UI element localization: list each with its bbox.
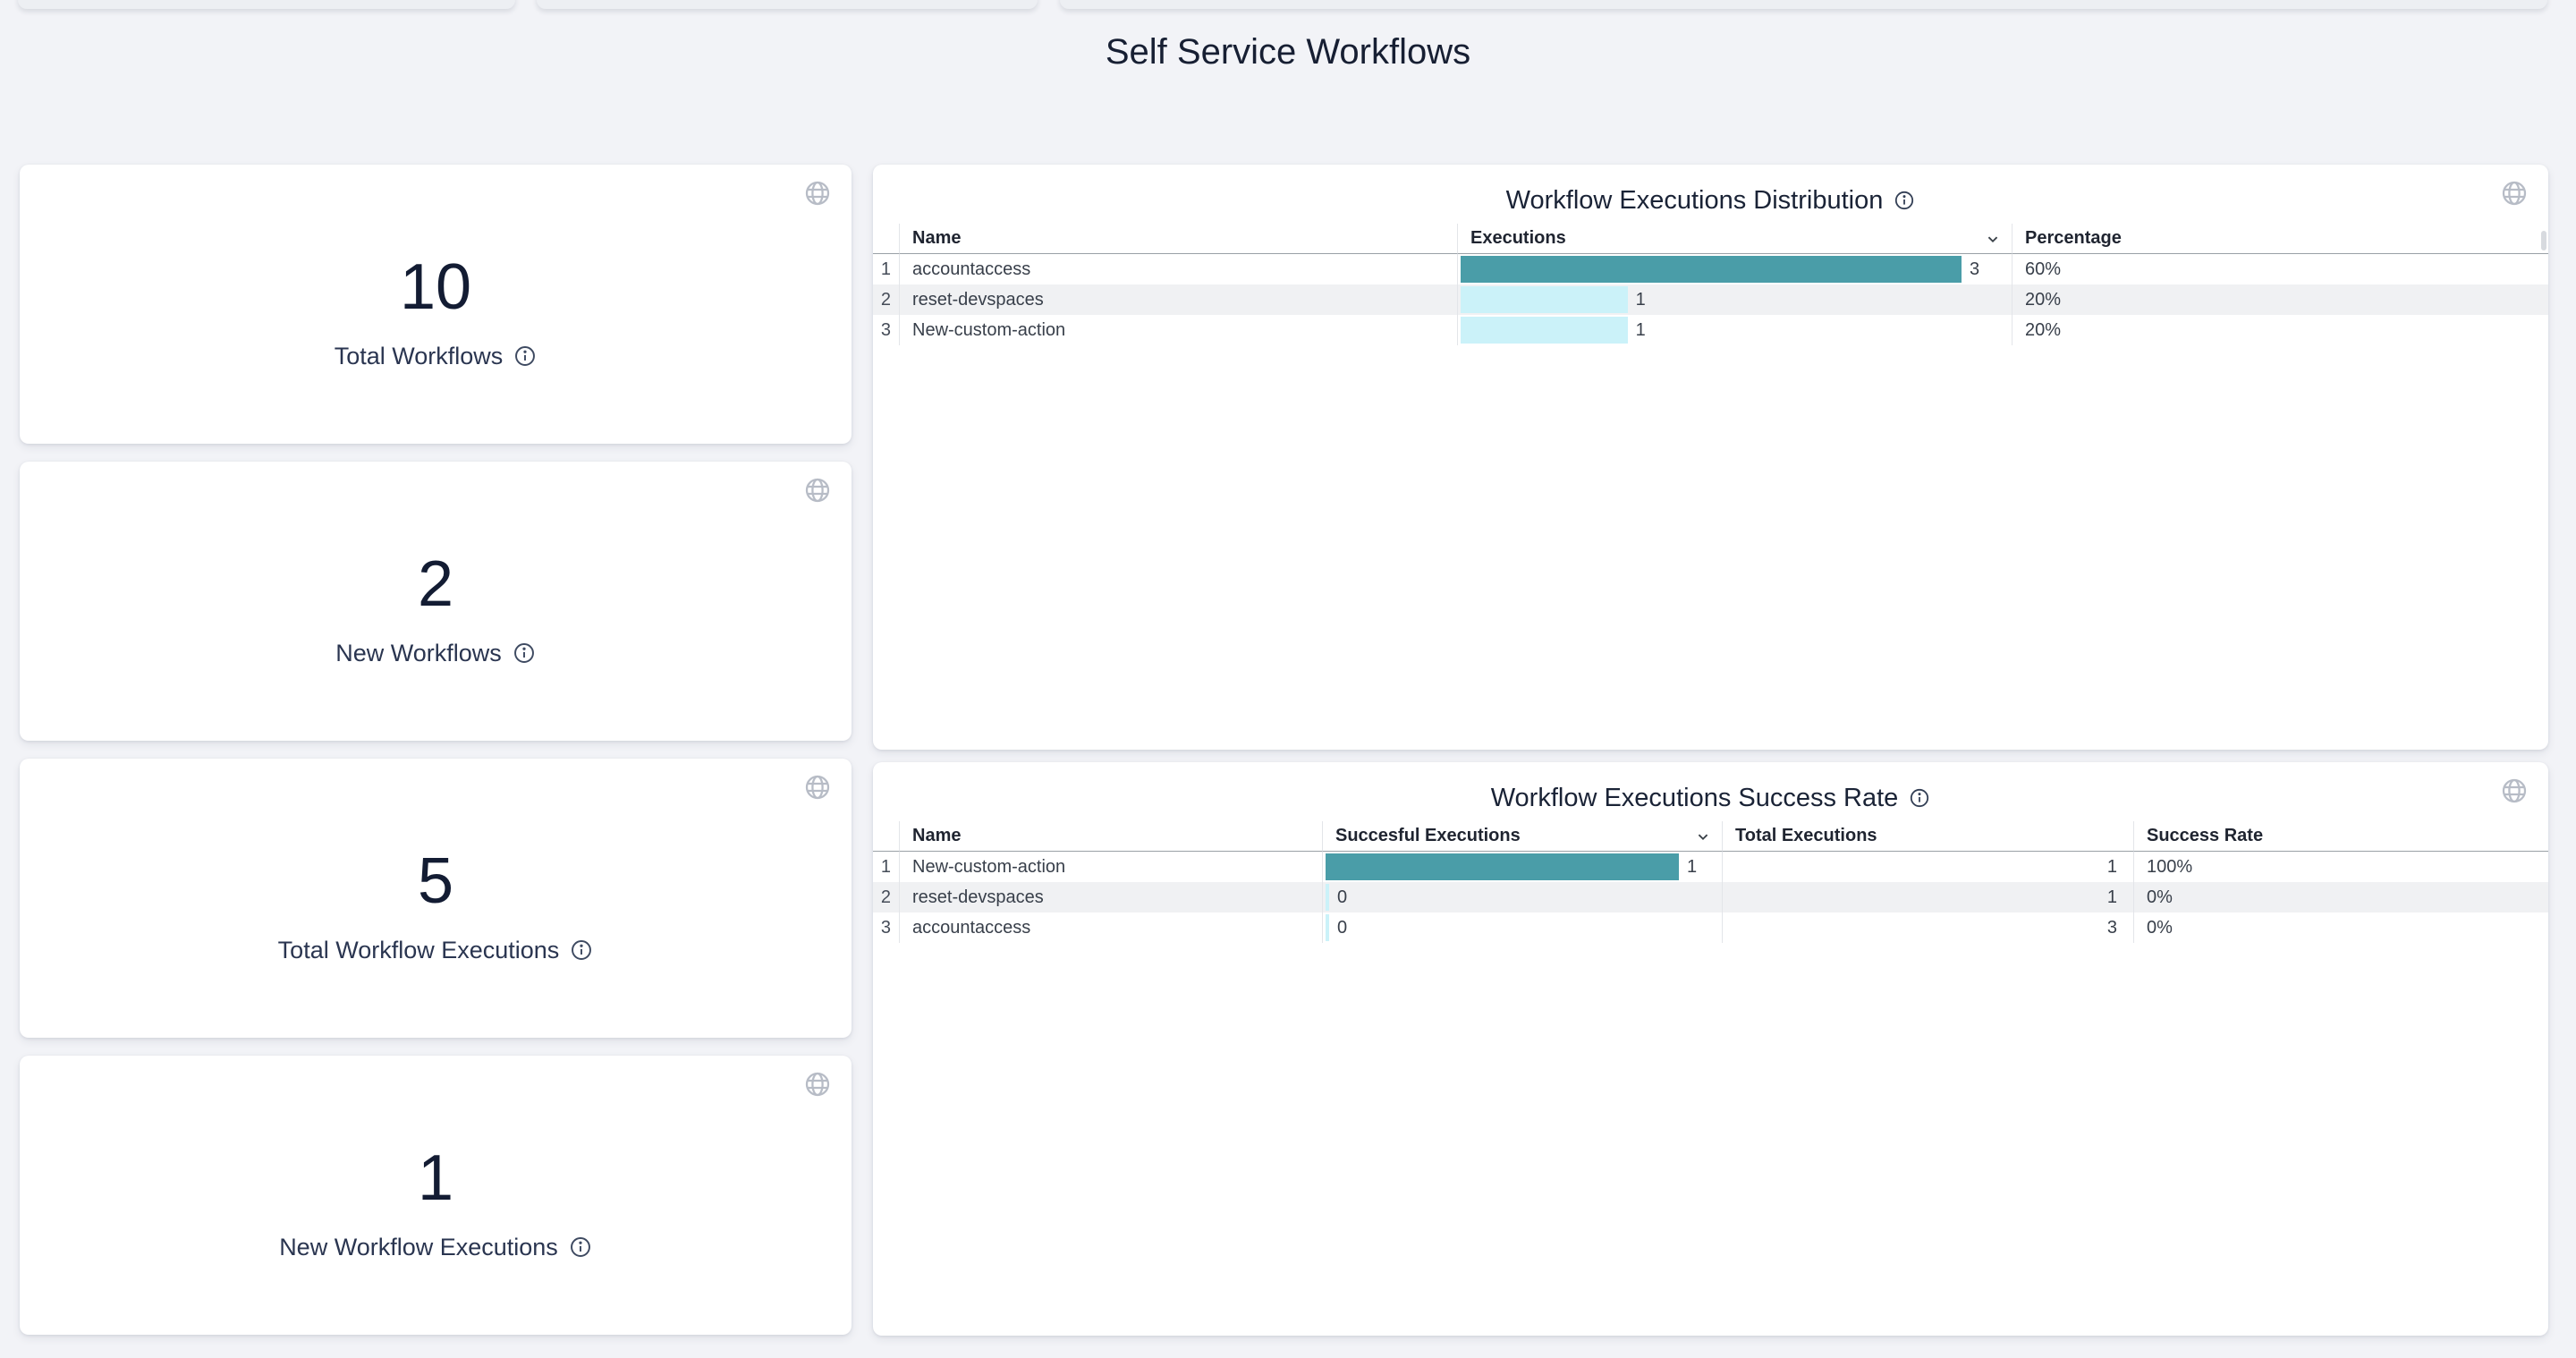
executions-bar [1461, 256, 1962, 283]
column-header-total-executions[interactable]: Total Executions [1723, 821, 2134, 852]
table-row: 1 accountaccess 3 60% [873, 254, 2548, 284]
successful-executions-value: 0 [1337, 887, 1348, 907]
table-row: 2 reset-devspaces 1 20% [873, 284, 2548, 315]
globe-icon[interactable] [803, 773, 832, 802]
successful-executions-value: 0 [1337, 917, 1348, 938]
percentage-value: 60% [2025, 259, 2062, 279]
table-row: 3 accountaccess 0 3 0% [873, 912, 2548, 943]
workflow-executions-distribution-card: Workflow Executions Distribution Name Ex… [873, 165, 2548, 750]
success-rate-value: 100% [2147, 856, 2193, 877]
percentage-value: 20% [2025, 319, 2062, 340]
total-executions-value: 1 [1723, 852, 2134, 882]
page-title: Self Service Workflows [1105, 32, 1471, 72]
success-rate-table: Name Succesful Executions Total Executio… [873, 821, 2548, 943]
stat-label: Total Workflows [334, 342, 504, 369]
executions-value: 1 [1635, 319, 1646, 340]
stat-card-total-workflow-executions: 5 Total Workflow Executions [20, 759, 852, 1038]
executions-bar [1461, 317, 1628, 344]
row-number-header [873, 224, 900, 254]
success-rate-value: 0% [2147, 887, 2173, 907]
workflow-name: New-custom-action [900, 852, 1323, 882]
executions-bar [1461, 286, 1628, 313]
success-rate-value: 0% [2147, 917, 2173, 938]
info-icon[interactable] [569, 1235, 592, 1259]
workflow-executions-success-rate-card: Workflow Executions Success Rate Name Su… [873, 762, 2548, 1336]
percentage-value: 20% [2025, 289, 2062, 310]
globe-icon[interactable] [2500, 179, 2529, 208]
table-row: 1 New-custom-action 1 1 100% [873, 852, 2548, 882]
stat-card-total-workflows: 10 Total Workflows [20, 165, 852, 444]
column-header-percentage[interactable]: Percentage [2012, 224, 2548, 254]
globe-icon[interactable] [803, 476, 832, 505]
stat-label: New Workflows [335, 639, 502, 666]
executions-value: 3 [1970, 259, 1980, 279]
total-executions-value: 3 [1723, 912, 2134, 943]
column-header-successful-executions[interactable]: Succesful Executions [1323, 821, 1723, 852]
successful-executions-bar [1326, 884, 1329, 911]
globe-icon[interactable] [2500, 777, 2529, 805]
workflow-name: accountaccess [900, 254, 1458, 284]
stat-value: 1 [417, 1142, 454, 1214]
workflow-name: New-custom-action [900, 315, 1458, 345]
executions-value: 1 [1635, 289, 1646, 310]
info-icon[interactable] [513, 641, 536, 665]
successful-executions-bar [1326, 914, 1329, 941]
column-header-name[interactable]: Name [900, 224, 1458, 254]
column-header-success-rate[interactable]: Success Rate [2134, 821, 2548, 852]
table-row: 3 New-custom-action 1 20% [873, 315, 2548, 345]
info-icon[interactable] [1894, 190, 1915, 211]
distribution-table: Name Executions Percentage 1 accountacce… [873, 224, 2548, 345]
stat-value: 2 [417, 547, 454, 620]
scrolled-card-bottom [537, 0, 1038, 9]
stat-label: Total Workflow Executions [277, 936, 560, 963]
info-icon[interactable] [1909, 787, 1930, 809]
scrolled-card-bottom [18, 0, 515, 9]
sort-desc-icon [1693, 827, 1713, 846]
workflow-name: accountaccess [900, 912, 1323, 943]
stat-label: New Workflow Executions [279, 1233, 558, 1260]
total-executions-value: 1 [1723, 882, 2134, 912]
card-title: Workflow Executions Success Rate [1490, 783, 1899, 812]
successful-executions-bar [1326, 853, 1679, 880]
stat-card-new-workflow-executions: 1 New Workflow Executions [20, 1056, 852, 1335]
table-row: 2 reset-devspaces 0 1 0% [873, 882, 2548, 912]
workflow-name: reset-devspaces [900, 284, 1458, 315]
stat-card-new-workflows: 2 New Workflows [20, 462, 852, 741]
stat-value: 10 [399, 250, 472, 323]
column-header-executions[interactable]: Executions [1458, 224, 2012, 254]
scrolled-card-bottom [1060, 0, 2547, 9]
sort-desc-icon [1983, 229, 2003, 249]
stat-value: 5 [417, 845, 454, 917]
workflow-name: reset-devspaces [900, 882, 1323, 912]
card-title: Workflow Executions Distribution [1505, 185, 1884, 215]
globe-icon[interactable] [803, 179, 832, 208]
info-icon[interactable] [570, 938, 593, 962]
info-icon[interactable] [513, 344, 537, 368]
globe-icon[interactable] [803, 1070, 832, 1099]
row-number-header [873, 821, 900, 852]
successful-executions-value: 1 [1687, 856, 1698, 877]
scrollbar-thumb[interactable] [2541, 231, 2546, 250]
column-header-name[interactable]: Name [900, 821, 1323, 852]
